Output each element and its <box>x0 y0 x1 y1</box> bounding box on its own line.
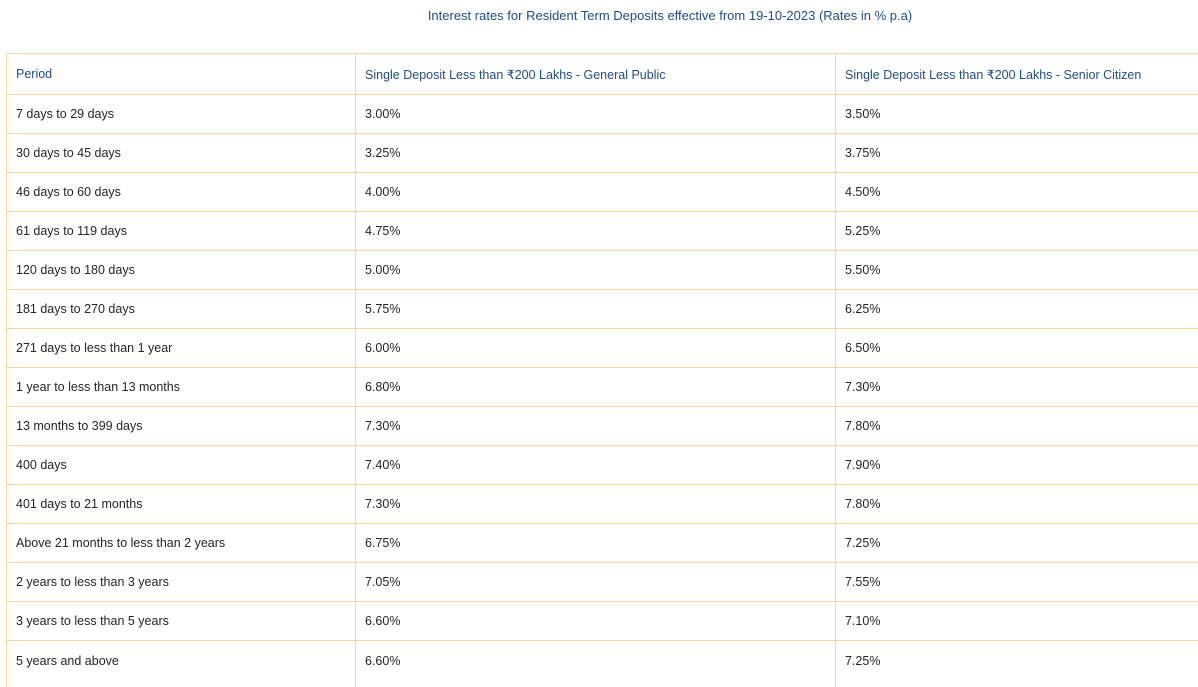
senior-citizen-rate-cell: 7.25% <box>836 524 1198 563</box>
senior-citizen-rate-cell: 6.25% <box>836 290 1198 329</box>
general-public-rate-cell: 3.00% <box>356 95 836 134</box>
senior-citizen-rate-cell: 7.30% <box>836 368 1198 407</box>
general-public-rate-cell: 3.25% <box>356 134 836 173</box>
period-cell: 3 years to less than 5 years <box>7 602 356 641</box>
general-public-rate-cell: 7.30% <box>356 407 836 446</box>
period-cell: 5 years and above <box>7 641 356 687</box>
senior-citizen-rate-cell: 6.50% <box>836 329 1198 368</box>
senior-citizen-rate-cell: 7.80% <box>836 485 1198 524</box>
period-cell: 2 years to less than 3 years <box>7 563 356 602</box>
period-cell: 271 days to less than 1 year <box>7 329 356 368</box>
senior-citizen-rate-cell: 7.55% <box>836 563 1198 602</box>
period-cell: 7 days to 29 days <box>7 95 356 134</box>
interest-rates-table: Period Single Deposit Less than ₹200 Lak… <box>6 53 1198 687</box>
period-cell: 61 days to 119 days <box>7 212 356 251</box>
period-cell: 181 days to 270 days <box>7 290 356 329</box>
senior-citizen-rate-cell: 3.50% <box>836 95 1198 134</box>
period-cell: 46 days to 60 days <box>7 173 356 212</box>
page-title: Interest rates for Resident Term Deposit… <box>0 8 1198 24</box>
senior-citizen-rate-cell: 4.50% <box>836 173 1198 212</box>
senior-citizen-rate-cell: 7.90% <box>836 446 1198 485</box>
general-public-rate-cell: 5.00% <box>356 251 836 290</box>
period-cell: 120 days to 180 days <box>7 251 356 290</box>
general-public-rate-cell: 7.05% <box>356 563 836 602</box>
period-cell: 1 year to less than 13 months <box>7 368 356 407</box>
period-cell: Above 21 months to less than 2 years <box>7 524 356 563</box>
period-cell: 400 days <box>7 446 356 485</box>
general-public-rate-cell: 6.80% <box>356 368 836 407</box>
general-public-rate-cell: 6.60% <box>356 602 836 641</box>
senior-citizen-rate-cell: 7.10% <box>836 602 1198 641</box>
column-header-period: Period <box>7 54 356 95</box>
senior-citizen-rate-cell: 3.75% <box>836 134 1198 173</box>
senior-citizen-rate-cell: 7.80% <box>836 407 1198 446</box>
general-public-rate-cell: 5.75% <box>356 290 836 329</box>
general-public-rate-cell: 6.60% <box>356 641 836 687</box>
senior-citizen-rate-cell: 5.50% <box>836 251 1198 290</box>
senior-citizen-rate-cell: 7.25% <box>836 641 1198 687</box>
period-cell: 401 days to 21 months <box>7 485 356 524</box>
general-public-rate-cell: 7.40% <box>356 446 836 485</box>
general-public-rate-cell: 6.00% <box>356 329 836 368</box>
general-public-rate-cell: 7.30% <box>356 485 836 524</box>
period-cell: 30 days to 45 days <box>7 134 356 173</box>
general-public-rate-cell: 6.75% <box>356 524 836 563</box>
column-header-general-public: Single Deposit Less than ₹200 Lakhs - Ge… <box>356 54 836 95</box>
general-public-rate-cell: 4.75% <box>356 212 836 251</box>
general-public-rate-cell: 4.00% <box>356 173 836 212</box>
column-header-senior-citizen: Single Deposit Less than ₹200 Lakhs - Se… <box>836 54 1198 95</box>
senior-citizen-rate-cell: 5.25% <box>836 212 1198 251</box>
table-header-row: Period Single Deposit Less than ₹200 Lak… <box>7 54 1198 95</box>
period-cell: 13 months to 399 days <box>7 407 356 446</box>
